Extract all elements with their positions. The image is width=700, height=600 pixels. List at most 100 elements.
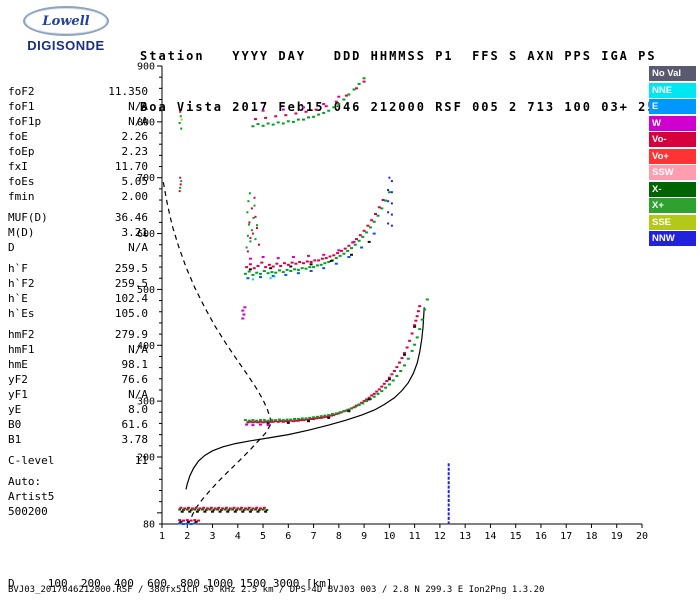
svg-text:18: 18 — [585, 531, 597, 542]
param-label: yF1 — [8, 388, 28, 401]
legend-item: NNW — [649, 231, 696, 246]
svg-text:8: 8 — [336, 531, 342, 542]
svg-text:400: 400 — [137, 341, 155, 352]
param-row: fxI 11.70 — [8, 159, 148, 174]
param-value: 11.70 — [114, 160, 148, 173]
param-label: h`F — [8, 262, 28, 275]
svg-text:600: 600 — [137, 229, 155, 240]
param-value: N/A — [128, 100, 148, 113]
param-value: 2.00 — [121, 190, 149, 203]
param-value: 5.05 — [121, 175, 149, 188]
param-label: hmF2 — [8, 328, 35, 341]
logo-subtext: DIGISONDE — [27, 38, 105, 53]
param-label: foEs — [8, 175, 35, 188]
param-label: hmF1 — [8, 343, 35, 356]
param-label: fmin — [8, 190, 35, 203]
autoscaling-block: Auto: Artist5 500200 — [8, 474, 148, 519]
param-label: foEp — [8, 145, 35, 158]
svg-text:80: 80 — [143, 520, 155, 531]
param-label: h`Es — [8, 307, 35, 320]
param-label: B1 — [8, 433, 22, 446]
logo-text: Lowell — [42, 13, 90, 29]
param-value: 102.4 — [114, 292, 148, 305]
param-row: yF1 N/A — [8, 387, 148, 402]
param-value: 259.5 — [114, 277, 148, 290]
svg-text:15: 15 — [510, 531, 522, 542]
param-label: h`F2 — [8, 277, 35, 290]
param-group: hmF2 279.9 hmF1 N/A hmE 98.1 yF2 76.6 yF1 N/A yE 8.… — [8, 327, 148, 447]
svg-text:3: 3 — [210, 531, 216, 542]
param-line: Auto: — [8, 475, 42, 488]
param-row: MUF(D) 36.46 — [8, 210, 148, 225]
legend-item: NNE — [649, 82, 696, 98]
param-label: hmE — [8, 358, 28, 371]
param-row: yE 8.0 — [8, 402, 148, 417]
param-group: foF2 11.350 foF1 N/A foF1p N/A foE 2.26 foEp 2.23… — [8, 84, 148, 204]
svg-text:19: 19 — [611, 531, 623, 542]
param-label: MUF(D) — [8, 211, 48, 224]
param-label: fxI — [8, 160, 28, 173]
param-row: D N/A — [8, 240, 148, 255]
svg-text:20: 20 — [636, 531, 648, 542]
svg-text:4: 4 — [235, 531, 241, 542]
file-info-line: BVJ03_2017046212000.RSF / 380fx51Ch 50 k… — [8, 585, 545, 595]
param-value: 36.46 — [114, 211, 148, 224]
param-row: foEs 5.05 — [8, 174, 148, 189]
param-group: C-level 11 — [8, 453, 148, 468]
param-row: foF2 11.350 — [8, 84, 148, 99]
param-label: foE — [8, 130, 28, 143]
param-row: hmE 98.1 — [8, 357, 148, 372]
param-label: foF2 — [8, 85, 35, 98]
param-value: 11.350 — [108, 85, 148, 98]
param-value: 76.6 — [121, 373, 149, 386]
param-label: C-level — [8, 454, 55, 467]
legend-item: W — [649, 115, 696, 131]
param-line: 500200 — [8, 505, 48, 518]
legend-item: SSE — [649, 214, 696, 230]
param-value: 11 — [134, 454, 148, 467]
param-value: 2.23 — [121, 145, 149, 158]
param-row: h`F 259.5 — [8, 261, 148, 276]
echo-legend: No Val NNE E W Vo- Vo+ SSW X- X+ SSE NNW — [649, 66, 696, 248]
param-row: foF1p N/A — [8, 114, 148, 129]
param-value: 259.5 — [114, 262, 148, 275]
legend-item: Vo- — [649, 132, 696, 147]
svg-text:17: 17 — [560, 531, 572, 542]
param-row: C-level 11 — [8, 453, 148, 468]
legend-item: SSW — [649, 165, 696, 180]
param-row: h`E 102.4 — [8, 291, 148, 306]
svg-text:800: 800 — [137, 117, 155, 128]
svg-text:2: 2 — [184, 531, 190, 542]
legend-item: No Val — [649, 66, 696, 81]
param-value: N/A — [128, 241, 148, 254]
svg-text:16: 16 — [535, 531, 547, 542]
param-label: yE — [8, 403, 22, 416]
param-row: B1 3.78 — [8, 432, 148, 447]
param-value: 2.26 — [121, 130, 149, 143]
svg-text:700: 700 — [137, 173, 155, 184]
svg-text:10: 10 — [383, 531, 395, 542]
param-row: fmin 2.00 — [8, 189, 148, 204]
svg-text:13: 13 — [459, 531, 471, 542]
param-label: yF2 — [8, 373, 28, 386]
param-row: M(D) 3.21 — [8, 225, 148, 240]
svg-text:5: 5 — [260, 531, 266, 542]
svg-text:12: 12 — [434, 531, 446, 542]
svg-text:11: 11 — [409, 531, 421, 542]
param-value: 98.1 — [121, 358, 149, 371]
dmuf-table: D 100 200 400 600 800 1000 1500 3000 [km… — [8, 551, 339, 600]
param-value: N/A — [128, 115, 148, 128]
param-label: foF1p — [8, 115, 42, 128]
param-group: MUF(D) 36.46 M(D) 3.21 D N/A — [8, 210, 148, 255]
param-value: 61.6 — [121, 418, 149, 431]
param-row: h`F2 259.5 — [8, 276, 148, 291]
param-label: B0 — [8, 418, 22, 431]
param-value: N/A — [128, 388, 148, 401]
svg-text:900: 900 — [137, 62, 155, 73]
param-value: 3.21 — [121, 226, 149, 239]
lowell-logo-oval: Lowell — [23, 6, 109, 36]
param-label: D — [8, 241, 15, 254]
param-row: hmF1 N/A — [8, 342, 148, 357]
svg-text:9: 9 — [361, 531, 367, 542]
